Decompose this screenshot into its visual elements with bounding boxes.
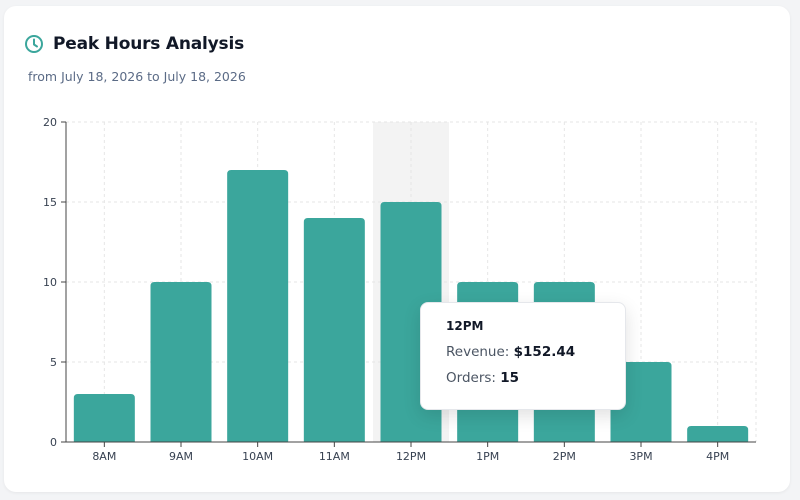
bar-11am xyxy=(303,218,365,442)
x-tick-label: 11AM xyxy=(319,450,350,463)
x-tick-label: 3PM xyxy=(629,450,652,463)
x-tick-label: 2PM xyxy=(553,450,576,463)
x-tick-label: 4PM xyxy=(706,450,729,463)
y-tick-label: 10 xyxy=(43,276,57,289)
card-header: Peak Hours Analysis xyxy=(24,34,244,54)
bar-10am xyxy=(227,170,289,442)
bar-4pm xyxy=(687,426,749,442)
tooltip-revenue-row: Revenue: $152.44 xyxy=(446,344,625,360)
y-tick-label: 5 xyxy=(50,356,57,369)
x-tick-label: 10AM xyxy=(242,450,273,463)
tooltip-orders-label: Orders: xyxy=(446,370,496,386)
y-tick-label: 0 xyxy=(50,436,57,449)
card-title: Peak Hours Analysis xyxy=(53,34,245,54)
x-tick-label: 9AM xyxy=(169,450,193,463)
bar-8am xyxy=(73,394,135,442)
tooltip-revenue-value: $152.44 xyxy=(513,344,576,360)
x-tick-label: 12PM xyxy=(396,450,426,463)
y-tick-label: 20 xyxy=(43,116,57,129)
tooltip-title: 12PM xyxy=(446,319,484,333)
tooltip-orders-value: 15 xyxy=(500,370,520,386)
x-tick-label: 8AM xyxy=(92,450,116,463)
bar-9am xyxy=(150,282,212,442)
tooltip-orders-row: Orders: 15 xyxy=(446,370,625,386)
clock-icon xyxy=(25,35,43,53)
date-range-subtitle: from July 18, 2026 to July 18, 2026 xyxy=(28,69,246,84)
x-tick-label: 1PM xyxy=(476,450,499,463)
y-tick-label: 15 xyxy=(43,196,57,209)
tooltip-revenue-label: Revenue: xyxy=(446,344,510,360)
chart-tooltip: 12PM Revenue: $152.44 Orders: 15 xyxy=(420,302,626,410)
